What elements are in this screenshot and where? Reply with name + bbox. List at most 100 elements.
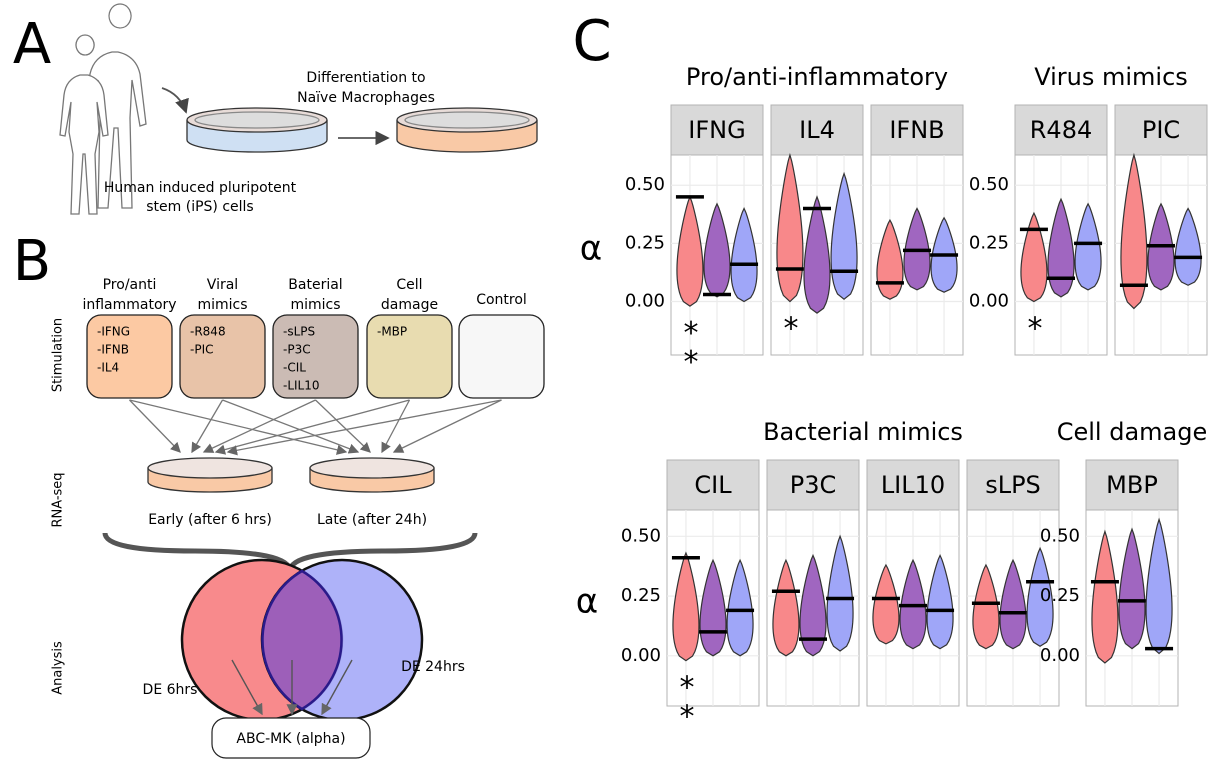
arrow xyxy=(202,399,316,453)
y-tick-label: 0.50 xyxy=(969,174,1009,195)
violin xyxy=(726,558,754,657)
stimulus: -IFNG xyxy=(97,325,130,339)
dish xyxy=(309,457,435,479)
arrow xyxy=(231,659,263,716)
strip xyxy=(866,459,960,511)
group-title: Pro/anti-inflammatory xyxy=(686,63,948,91)
stimulus-box xyxy=(179,314,266,399)
group-title: Bacterial mimics xyxy=(763,418,963,446)
dish xyxy=(396,107,538,153)
group-title: Baterial xyxy=(288,277,342,293)
stimulus: -R848 xyxy=(190,325,226,339)
caption: Human induced pluripotent xyxy=(104,180,297,196)
strip xyxy=(1085,459,1179,511)
facet-label: P3C xyxy=(790,471,837,499)
facet-label: MBP xyxy=(1106,471,1158,499)
violin xyxy=(999,558,1027,650)
stage-label: RNA-seq xyxy=(51,472,66,527)
panel-letter: B xyxy=(13,229,51,294)
caption: Naïve Macrophages xyxy=(297,90,435,106)
y-tick-label: 0.00 xyxy=(1040,645,1080,666)
group-title: Cell damage xyxy=(1057,418,1208,446)
stage-label: Stimulation xyxy=(51,318,66,392)
caption: Differentiation to xyxy=(306,70,425,86)
group-title: Virus mimics xyxy=(1034,63,1188,91)
y-tick-label: 0.25 xyxy=(625,232,665,253)
violin xyxy=(826,534,854,652)
facet-label: sLPS xyxy=(985,471,1041,499)
stimulus: -IL4 xyxy=(97,361,119,375)
arrow xyxy=(161,87,189,114)
group-title: damage xyxy=(381,297,438,313)
stimulus: -IFNB xyxy=(97,343,129,357)
venn-label: DE 24hrs xyxy=(401,659,465,675)
panel-b: Stimulation RNA-seq Analysis Pro/anti inflam… xyxy=(51,277,545,759)
arrow xyxy=(315,399,371,453)
violin xyxy=(772,558,800,657)
panel-letter: A xyxy=(13,12,51,77)
dish xyxy=(186,107,328,153)
violin xyxy=(1074,202,1102,291)
strip xyxy=(666,459,760,511)
stimulus: -CIL xyxy=(283,361,306,375)
venn-label: DE 6hrs xyxy=(143,682,198,698)
facet-label: IFNG xyxy=(688,116,745,144)
dish xyxy=(147,457,273,479)
violin xyxy=(1145,517,1173,655)
violin xyxy=(926,553,954,650)
panel-c: Pro/anti-inflammatoryα0.000.250.50IFNG**… xyxy=(576,63,1208,729)
strip xyxy=(770,104,864,156)
timepoint: Early (after 6 hrs) xyxy=(148,512,272,528)
violin xyxy=(1020,211,1048,303)
significance: ** xyxy=(673,316,708,374)
arrow xyxy=(214,399,410,455)
violin xyxy=(1118,527,1146,650)
output: ABC-MK (alpha) xyxy=(236,731,345,747)
arrow xyxy=(129,399,181,453)
stimulus: -sLPS xyxy=(283,325,315,339)
violin xyxy=(776,152,804,303)
group-title: mimics xyxy=(290,297,340,313)
strip xyxy=(1114,104,1208,156)
group-title: Pro/anti xyxy=(103,277,157,293)
facet-label: IL4 xyxy=(799,116,835,144)
stage-label: Analysis xyxy=(51,641,66,695)
timepoint: Late (after 24h) xyxy=(317,512,427,528)
strip xyxy=(966,459,1060,511)
facet-label: IFNB xyxy=(889,116,944,144)
significance: * xyxy=(1017,312,1052,341)
strip xyxy=(670,104,764,156)
stimulus-box xyxy=(86,314,173,399)
facet-label: LIL10 xyxy=(881,471,945,499)
y-tick-label: 0.25 xyxy=(621,585,661,606)
group-title: Control xyxy=(476,292,527,308)
stimulus: -PIC xyxy=(190,343,213,357)
violin xyxy=(803,195,831,314)
arrow xyxy=(226,399,502,456)
venn-overlap xyxy=(261,569,343,711)
stimulus: -LIL10 xyxy=(283,379,320,393)
facet-label: CIL xyxy=(694,471,732,499)
stimulus-box xyxy=(366,314,453,399)
group-title: inflammatory xyxy=(82,297,176,313)
arrow xyxy=(381,399,411,454)
facet-label: R484 xyxy=(1030,116,1092,144)
y-tick-label: 0.00 xyxy=(969,291,1009,312)
y-axis-label: α xyxy=(576,582,598,622)
arrow xyxy=(321,659,353,716)
violin xyxy=(1174,207,1202,286)
y-tick-label: 0.50 xyxy=(621,525,661,546)
strip xyxy=(870,104,964,156)
arrow xyxy=(191,399,224,454)
stimulus: -P3C xyxy=(283,343,311,357)
y-axis-label: α xyxy=(580,229,602,269)
violin xyxy=(872,563,900,645)
y-tick-label: 0.50 xyxy=(625,174,665,195)
y-tick-label: 0.00 xyxy=(625,291,665,312)
strip xyxy=(766,459,860,511)
significance: ** xyxy=(669,671,704,729)
stimulus-box xyxy=(458,314,545,399)
group-title: Cell xyxy=(396,277,422,293)
violin xyxy=(1026,546,1054,647)
